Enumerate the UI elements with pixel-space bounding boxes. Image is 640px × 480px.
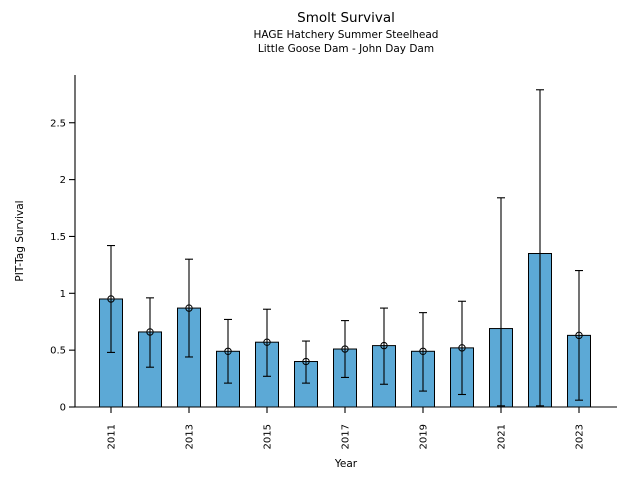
point-marker-2011 bbox=[107, 295, 115, 303]
x-tick-label-2021: 2021 bbox=[497, 424, 508, 449]
point-marker-2020 bbox=[458, 344, 466, 352]
y-tick-label-2.5: 2.5 bbox=[50, 118, 66, 129]
point-marker-2019 bbox=[419, 347, 427, 355]
x-axis-label: Year bbox=[334, 458, 358, 470]
y-tick-label-1.5: 1.5 bbox=[50, 232, 66, 243]
point-marker-2012 bbox=[146, 328, 154, 336]
x-tick-label-2019: 2019 bbox=[419, 424, 430, 449]
y-tick-label-1: 1 bbox=[60, 289, 66, 300]
y-tick-label-2: 2 bbox=[60, 175, 66, 186]
x-tick-label-2015: 2015 bbox=[263, 424, 274, 449]
point-marker-2017 bbox=[341, 345, 349, 353]
point-marker-2014 bbox=[224, 347, 232, 355]
point-marker-2015 bbox=[263, 338, 271, 346]
chart-title: Smolt Survival bbox=[297, 10, 395, 26]
x-tick-label-2013: 2013 bbox=[185, 424, 196, 449]
point-marker-2013 bbox=[185, 304, 193, 312]
x-tick-label-2011: 2011 bbox=[107, 424, 118, 449]
x-tick-label-2017: 2017 bbox=[341, 424, 352, 449]
chart-subtitle-hatchery: HAGE Hatchery Summer Steelhead bbox=[253, 29, 439, 41]
chart-subtitle-reach: Little Goose Dam - John Day Dam bbox=[257, 43, 435, 55]
y-tick-label-0: 0 bbox=[60, 403, 66, 414]
point-marker-2023 bbox=[575, 331, 583, 340]
point-marker-2018 bbox=[380, 341, 388, 350]
x-tick-label-2023: 2023 bbox=[575, 424, 586, 449]
y-tick-label-0.5: 0.5 bbox=[50, 346, 66, 357]
point-marker-2016 bbox=[302, 357, 310, 366]
